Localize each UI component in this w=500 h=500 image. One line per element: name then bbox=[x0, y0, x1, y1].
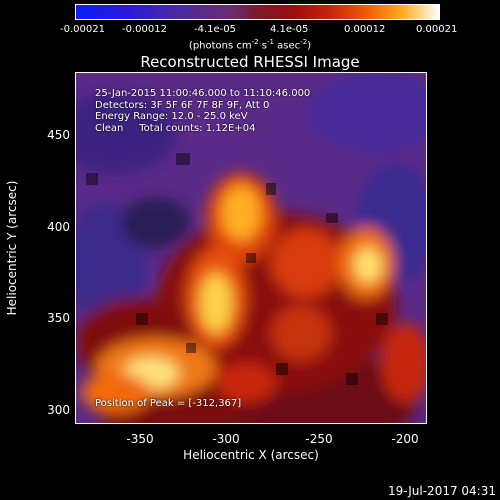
info-detectors: Detectors: 3F 5F 6F 7F 8F 9F, Att 0 bbox=[95, 99, 270, 111]
colorbar-tick: 0.00012 bbox=[344, 24, 386, 35]
x-tick-label: -200 bbox=[391, 432, 419, 446]
y-tick-label: 300 bbox=[47, 403, 70, 417]
observation-info: 25-Jan-2015 11:00:46.000 to 11:10:46.000… bbox=[95, 88, 310, 134]
timestamp: 19-Jul-2017 04:31 bbox=[387, 484, 496, 498]
colorbar-tick: 0.00021 bbox=[416, 24, 458, 35]
x-tick-label: -350 bbox=[126, 432, 154, 446]
info-time-range: 25-Jan-2015 11:00:46.000 to 11:10:46.000 bbox=[95, 88, 311, 99]
colorbar-tick: 4.1e-05 bbox=[270, 24, 309, 35]
x-tick-label: -250 bbox=[305, 432, 333, 446]
colorbar-units: (photons cm-2 s-1 asec-2) bbox=[188, 38, 312, 52]
y-tick-label: 350 bbox=[47, 311, 70, 325]
x-tick-label: -300 bbox=[212, 432, 240, 446]
colorbar-tick: -0.00021 bbox=[60, 24, 105, 35]
rhessi-image bbox=[75, 72, 427, 424]
peak-position: Position of Peak = [-312,367] bbox=[95, 398, 242, 409]
info-energy: Energy Range: 12.0 - 25.0 keV bbox=[95, 111, 248, 122]
info-clean: Clean Total counts: 1.12E+04 bbox=[95, 122, 256, 134]
colorbar bbox=[75, 4, 440, 20]
x-axis-label: Heliocentric X (arcsec) bbox=[183, 448, 319, 462]
y-tick-label: 450 bbox=[47, 128, 70, 142]
colorbar-tick: -0.00012 bbox=[122, 24, 167, 35]
rhessi-image-pixels bbox=[76, 73, 426, 423]
image-title: Reconstructed RHESSI Image bbox=[140, 53, 360, 71]
y-tick-label: 400 bbox=[47, 220, 70, 234]
colorbar-tick: -4.1e-05 bbox=[194, 24, 236, 35]
y-axis-label: Heliocentric Y (arcsec) bbox=[5, 180, 19, 316]
